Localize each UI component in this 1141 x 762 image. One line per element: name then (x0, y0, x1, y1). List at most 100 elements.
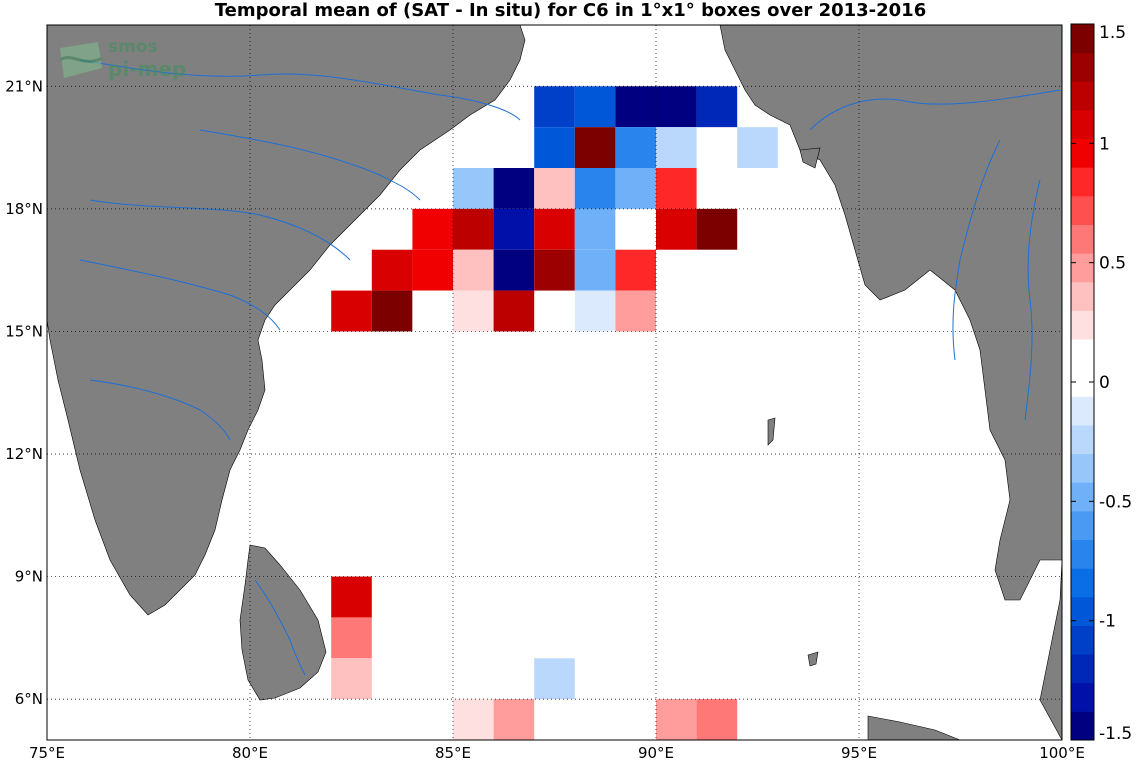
heatmap-cell (615, 699, 656, 740)
heatmap-cell (534, 168, 575, 209)
river-ganges (79, 59, 521, 121)
colorbar-tick-label: -0.5 (1099, 492, 1132, 512)
heatmap-cell (453, 249, 494, 291)
colorbar-swatch (1071, 339, 1094, 369)
colorbar-swatch (1071, 24, 1094, 54)
lat-tick-label: 21°N (5, 77, 43, 95)
lon-tick-label: 80°E (232, 744, 268, 762)
heatmap-cell (331, 290, 372, 332)
land-nicobar-islands (807, 651, 819, 667)
heatmap-cell (656, 127, 697, 168)
lat-tick-label: 12°N (5, 445, 43, 463)
lon-tick-label: 75°E (29, 744, 65, 762)
colorbar-swatch (1071, 625, 1094, 655)
river-salween (1024, 179, 1041, 421)
colorbar-swatch (1071, 654, 1094, 684)
heatmap-cell (574, 290, 616, 332)
lon-tick-label: 100°E (1039, 744, 1085, 762)
heatmap-cell (656, 168, 697, 209)
land-andaman-islands (767, 417, 776, 446)
colorbar-swatch (1071, 52, 1094, 82)
map-title: Temporal mean of (SAT - In situ) for C6 … (214, 0, 927, 21)
colorbar-swatch (1071, 510, 1094, 541)
heatmap-cell (574, 86, 616, 128)
land-sumatra (867, 715, 961, 741)
land-layer (46, 24, 1063, 741)
heatmap-cell (412, 208, 453, 250)
colorbar-swatch (1071, 253, 1094, 283)
colorbar (1071, 24, 1094, 741)
heatmap-cell (656, 86, 697, 128)
heatmap-cell (696, 658, 738, 700)
heatmap-cell (615, 290, 656, 332)
river-mahanadi (199, 129, 421, 201)
heatmap-cell (534, 249, 575, 291)
river-krishna (79, 259, 281, 331)
lat-tick-label: 6°N (15, 690, 43, 708)
axis-labels: 75°E 80°E 85°E 90°E 95°E 100°E 6°N 9°N 12°N 15°N 1… (5, 77, 1085, 762)
heatmap-cell (574, 249, 616, 291)
lon-tick-label: 95°E (841, 744, 877, 762)
heatmap-cell (615, 127, 656, 168)
colorbar-tick-label: 1.5 (1099, 23, 1126, 43)
colorbar-swatch (1071, 396, 1094, 426)
heatmap-cell (371, 699, 413, 740)
colorbar-swatch (1071, 281, 1094, 311)
heatmap-cell (371, 249, 413, 291)
map-frame (46, 24, 1063, 741)
heatmap-cell (371, 290, 413, 332)
river-kaveri (89, 379, 231, 441)
lat-tick-label: 18°N (5, 200, 43, 218)
colorbar-swatch (1071, 310, 1094, 340)
colorbar-swatch (1071, 195, 1094, 225)
heatmap-cell (493, 208, 535, 250)
land-small-island (799, 147, 821, 169)
heatmap-cell (453, 290, 494, 332)
logo-wave-icon (59, 42, 103, 78)
river-sri-lanka (254, 579, 306, 676)
river-godavari (89, 199, 351, 261)
heatmap-cell (412, 249, 453, 291)
colorbar-swatch (1071, 539, 1094, 569)
heatmap-cell (534, 208, 575, 250)
heatmap-cell (412, 290, 453, 332)
colorbar-tick-label: -1 (1099, 612, 1116, 632)
smos-pi-mep-logo: smos pi-mep (58, 38, 198, 88)
heatmap-cell (493, 168, 535, 209)
river-brahmaputra (809, 89, 1061, 131)
colorbar-swatch (1071, 568, 1094, 598)
colorbar-tick-label: -1.5 (1099, 724, 1132, 744)
logo-text-pi-mep: pi-mep (108, 57, 187, 81)
heatmap-cell (656, 699, 697, 740)
colorbar-swatch (1071, 367, 1094, 397)
river-lines (79, 59, 1061, 676)
colorbar-tick-label: 1 (1099, 134, 1110, 154)
colorbar-swatch (1071, 81, 1094, 111)
heatmap-cell (493, 699, 535, 740)
heatmap-cell (493, 290, 535, 332)
colorbar-swatch (1071, 224, 1094, 254)
heatmap-cell (696, 208, 738, 250)
lat-tick-label: 15°N (5, 322, 43, 340)
land-sri-lanka (239, 544, 327, 701)
colorbar-swatch (1071, 424, 1094, 455)
colorbar-swatch (1071, 453, 1094, 483)
colorbar-tick-label: 0.5 (1099, 254, 1126, 274)
heatmap-cell (534, 658, 575, 700)
colorbar-swatch (1071, 682, 1094, 712)
heatmap-cell (453, 699, 494, 740)
colorbar-tick-labels: 1.5 1 0.5 0 -0.5 -1 -1.5 (1071, 23, 1132, 744)
heatmap-cell (615, 249, 656, 291)
heatmap-cell (574, 168, 616, 209)
lon-tick-label: 85°E (435, 744, 471, 762)
heatmap-cell (615, 168, 656, 209)
heatmap-cell (696, 699, 738, 740)
colorbar-swatch (1071, 711, 1094, 741)
heatmap-cell (574, 208, 616, 250)
heatmap-cell (453, 208, 494, 250)
heatmap-cell (534, 86, 575, 128)
heatmap-cell (331, 658, 372, 700)
colorbar-swatch (1071, 109, 1094, 140)
colorbar-swatch (1071, 596, 1094, 626)
